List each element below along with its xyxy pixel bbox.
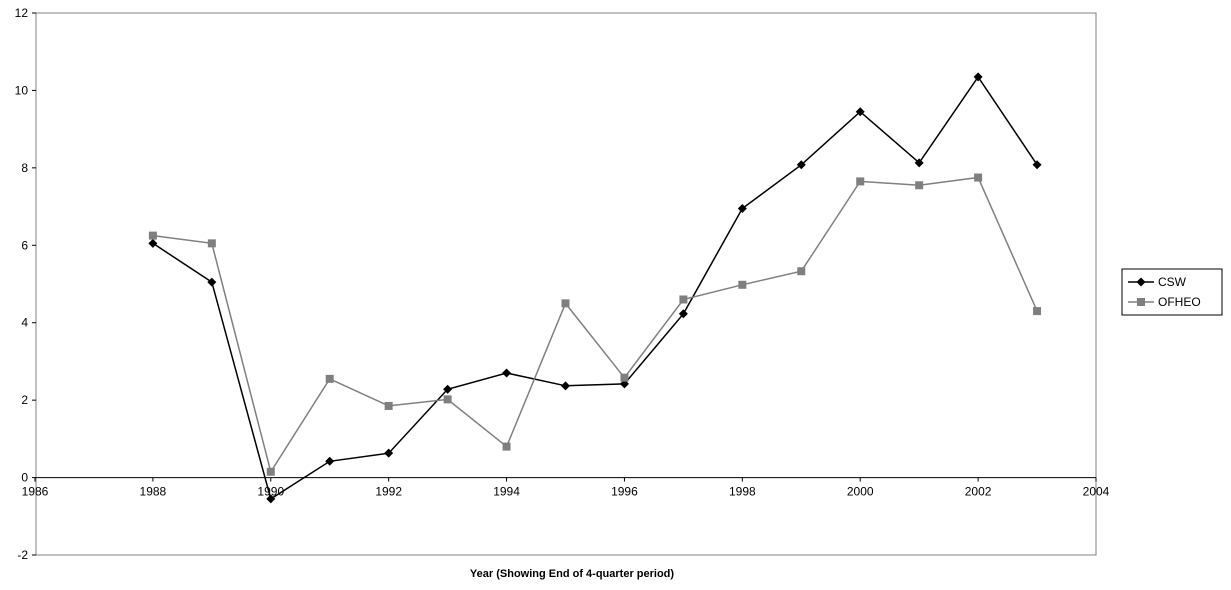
y-tick-label: 12 [15,6,29,20]
data-point [266,467,275,476]
data-point [325,374,334,383]
x-tick-label: 2002 [965,485,992,499]
series-ofheo [148,173,1042,476]
data-point [915,181,924,190]
data-point [561,381,570,391]
series-line [152,75,1038,501]
x-tick-label: 1992 [375,485,402,499]
data-point [502,442,511,451]
data-point [207,239,216,248]
data-point [620,373,629,382]
x-tick-label: 1998 [729,485,756,499]
x-tick-label: 1986 [22,485,49,499]
x-tick-label: 1988 [140,485,167,499]
y-tick-label: 6 [21,238,28,252]
series-csw [148,72,1042,504]
legend-item-csw: CSW [1128,275,1187,289]
x-tick-label: 1996 [611,485,638,499]
data-point [973,72,983,82]
data-point [679,295,688,304]
data-point [266,494,276,504]
series-line [152,176,1038,474]
y-tick-label: 0 [21,471,28,485]
y-tick-label: 4 [21,316,28,330]
legend-label: CSW [1158,275,1187,289]
data-point [737,204,747,214]
plot-border [35,12,1097,556]
data-point [561,299,570,308]
plot-area [35,12,1097,556]
data-point [738,280,747,289]
data-point [148,238,158,248]
data-point [384,448,394,458]
legend-marker [1136,277,1146,287]
data-point [974,173,983,182]
data-point [855,107,865,117]
series-layer [148,72,1042,504]
data-point [796,160,806,170]
y-tick-label: 8 [21,161,28,175]
data-point [207,277,217,287]
y-tick-label: 10 [15,83,29,97]
data-point [384,401,393,410]
data-point [443,395,452,404]
legend-item-ofheo: OFHEO [1128,295,1201,309]
x-axis: 1986 1988 1990 1992 1994 1996 1998 2000 2002 2004 [22,477,1110,499]
data-point [502,368,512,378]
data-point [797,267,806,276]
legend-marker [1137,298,1145,306]
x-tick-label: 2000 [847,485,874,499]
data-point [443,384,453,394]
data-point [325,456,335,466]
y-axis: -2 0 2 4 6 8 10 12 [15,6,36,562]
data-point [914,158,924,168]
x-axis-title: Year (Showing End of 4-quarter period) [470,568,674,580]
data-point [678,309,688,319]
data-point [1033,307,1042,316]
legend: CSW OFHEO [1121,268,1223,316]
y-tick-label: 2 [21,393,28,407]
x-tick-label: 1994 [493,485,520,499]
y-tick-label: -2 [17,548,28,562]
x-tick-label: 2004 [1083,485,1110,499]
legend-label: OFHEO [1158,295,1201,309]
data-point [856,177,865,186]
data-point [148,231,157,240]
data-point [1032,160,1042,170]
legend-box [1121,268,1223,316]
